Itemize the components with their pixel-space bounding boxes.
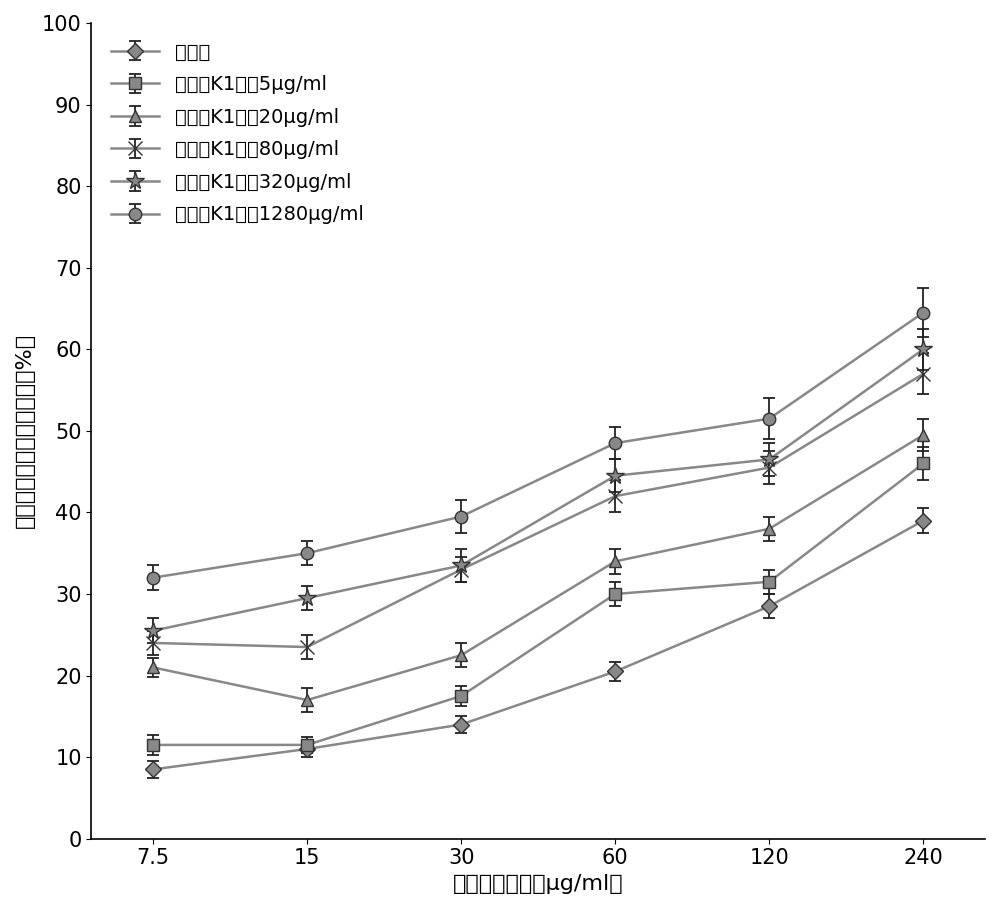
X-axis label: 替莫唑胺浓度（μg/ml）: 替莫唑胺浓度（μg/ml） — [453, 874, 624, 894]
Legend: 对照组, 维生素K1浓剆5μg/ml, 维生素K1浓剆20μg/ml, 维生素K1浓剆80μg/ml, 维生素K1浓剆320μg/ml, 维生素K1浓剆1280: 对照组, 维生素K1浓剆5μg/ml, 维生素K1浓剆20μg/ml, 维生素K… — [101, 33, 374, 235]
Y-axis label: 胆管癌类器官细胞抑制率（%）: 胆管癌类器官细胞抑制率（%） — [15, 334, 35, 528]
